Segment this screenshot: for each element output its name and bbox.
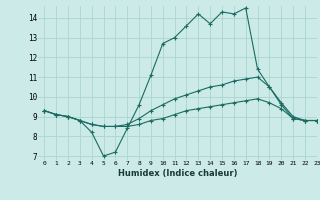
X-axis label: Humidex (Indice chaleur): Humidex (Indice chaleur) xyxy=(118,169,237,178)
